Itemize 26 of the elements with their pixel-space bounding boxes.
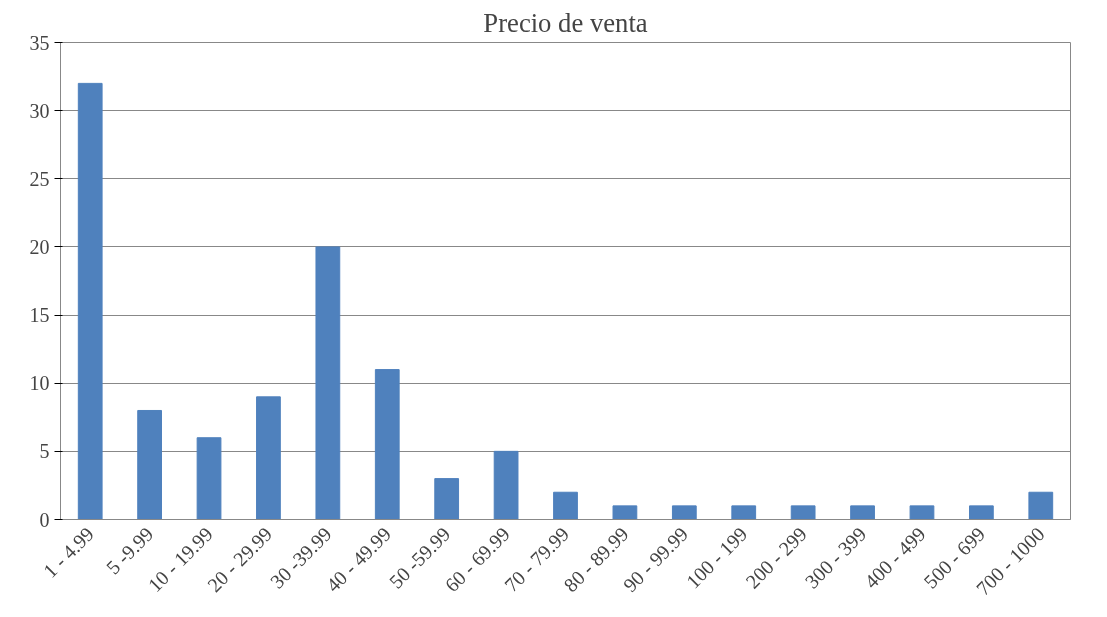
y-tick-label: 0 (39, 508, 50, 531)
y-tick-label: 10 (29, 372, 50, 395)
y-tick-label: 35 (29, 31, 50, 54)
bar (612, 505, 638, 520)
bar (790, 505, 816, 520)
bar (731, 505, 757, 520)
y-tick-label: 5 (39, 440, 50, 463)
bar (256, 396, 281, 520)
bar (374, 369, 400, 520)
bar (493, 450, 519, 520)
bar (315, 246, 341, 520)
bar (553, 491, 578, 520)
y-tick-label: 30 (29, 99, 50, 122)
y-tick-label: 25 (29, 167, 50, 190)
bar (671, 505, 697, 520)
bar (77, 82, 103, 520)
bar (196, 437, 222, 520)
bar (434, 478, 460, 520)
chart-title: Precio de venta (483, 7, 648, 38)
bar (909, 505, 935, 520)
y-tick-label: 15 (29, 304, 50, 327)
bar (969, 505, 994, 520)
bar (137, 409, 162, 520)
bar (850, 505, 875, 520)
y-tick-label: 20 (29, 235, 50, 258)
bar (1028, 491, 1054, 520)
